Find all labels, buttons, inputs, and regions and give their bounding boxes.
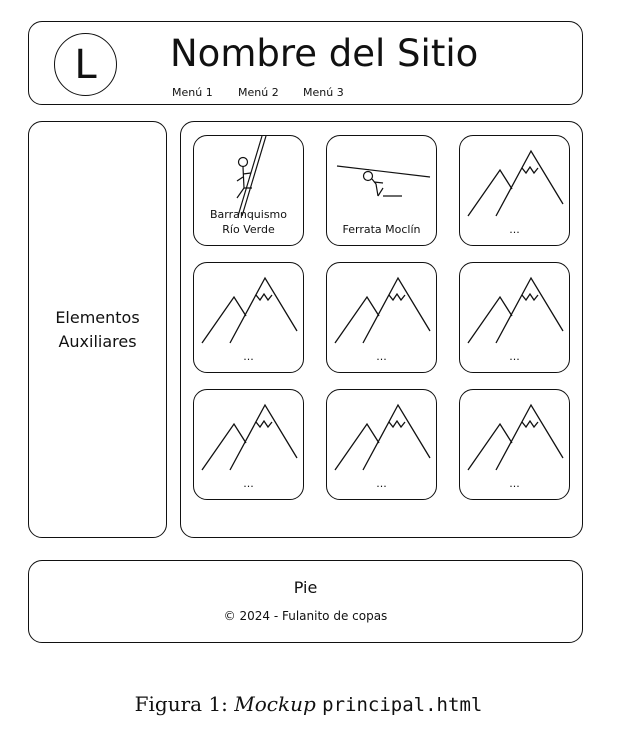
card-caption: ...: [509, 350, 520, 363]
card-caption: ...: [509, 477, 520, 490]
zipline-icon: [336, 165, 431, 197]
mountain-icon: [334, 276, 431, 344]
grid-card[interactable]: Ferrata Moclín: [326, 135, 437, 246]
card-caption: ...: [509, 223, 520, 236]
grid-card[interactable]: ...: [326, 389, 437, 500]
header-mockup: L Nombre del Sitio Menú 1 Menú 2 Menú 3: [28, 21, 583, 105]
card-caption: Río Verde: [222, 223, 275, 236]
mountain-icon: [201, 403, 298, 471]
climber-icon: [236, 136, 267, 217]
footer-title: Pie: [293, 578, 318, 597]
caption-italic: Mockup: [234, 692, 316, 716]
footer-mockup: Pie © 2024 - Fulanito de copas: [28, 560, 583, 643]
sidebar-label: Elementos Auxiliares: [55, 306, 139, 352]
sidebar-label-line-1: Elementos: [55, 308, 140, 328]
footer-copyright: © 2024 - Fulanito de copas: [223, 609, 388, 623]
card-caption: ...: [243, 477, 254, 490]
mountain-icon: [334, 403, 431, 471]
card-caption: Ferrata Moclín: [342, 223, 421, 236]
card-caption: ...: [376, 350, 387, 363]
grid-card[interactable]: ...: [193, 389, 304, 500]
menu-item-2[interactable]: Menú 2: [238, 86, 279, 99]
site-title: Nombre del Sitio: [170, 32, 479, 75]
card-caption: ...: [243, 350, 254, 363]
card-caption: ...: [376, 477, 387, 490]
mountain-icon: [467, 149, 564, 217]
mountain-icon: [467, 276, 564, 344]
grid-card[interactable]: ...: [459, 389, 570, 500]
sidebar-label-line-2: Auxiliares: [58, 331, 137, 351]
menu-item-1[interactable]: Menú 1: [172, 86, 213, 99]
sidebar-mockup: Elementos Auxiliares: [28, 121, 167, 538]
grid-card[interactable]: Barranquismo Río Verde: [193, 135, 304, 246]
caption-filename: principal.html: [322, 694, 483, 716]
grid-card[interactable]: ...: [326, 262, 437, 373]
mountain-icon: [467, 403, 564, 471]
grid-card[interactable]: ...: [459, 262, 570, 373]
grid-card[interactable]: ...: [193, 262, 304, 373]
figure-caption: Figura 1: Mockup principal.html: [0, 692, 617, 716]
menu-item-3[interactable]: Menú 3: [303, 86, 344, 99]
logo[interactable]: L: [54, 33, 117, 96]
card-caption: Barranquismo: [209, 208, 288, 221]
grid-card[interactable]: ...: [459, 135, 570, 246]
caption-prefix: Figura 1:: [134, 692, 235, 716]
logo-letter: L: [74, 41, 97, 88]
mountain-icon: [201, 276, 298, 344]
